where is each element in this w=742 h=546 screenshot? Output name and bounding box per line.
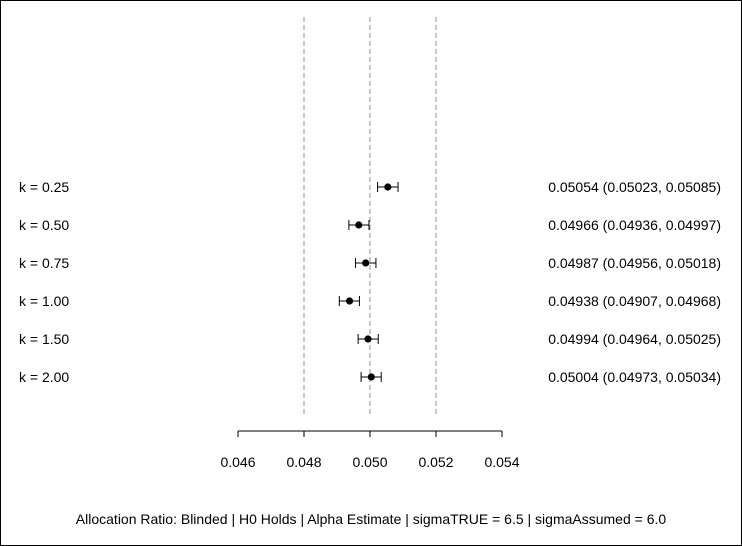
- point-estimate: [362, 259, 370, 267]
- row-label: k = 1.00: [19, 293, 69, 309]
- x-tick-label: 0.050: [352, 454, 387, 470]
- x-axis-ticks: 0.046 0.048 0.050 0.052 0.054: [220, 431, 520, 470]
- forest-rows: k = 0.25 0.05054 (0.05023, 0.05085)k = 0.…: [19, 179, 721, 385]
- forest-row: k = 0.50 0.04966 (0.04936, 0.04997): [19, 217, 721, 233]
- row-label: k = 0.50: [19, 217, 69, 233]
- point-estimate: [355, 221, 363, 229]
- forest-row: k = 1.00 0.04938 (0.04907, 0.04968): [19, 293, 721, 309]
- ci-text: 0.04994 (0.04964, 0.05025): [548, 331, 721, 347]
- ci-text: 0.04966 (0.04936, 0.04997): [548, 217, 721, 233]
- point-estimate: [384, 183, 392, 191]
- point-estimate: [345, 297, 354, 305]
- forest-row: k = 0.25 0.05054 (0.05023, 0.05085): [19, 179, 721, 195]
- row-label: k = 2.00: [19, 369, 69, 385]
- point-estimate: [364, 335, 372, 343]
- x-tick-label: 0.048: [286, 454, 321, 470]
- x-tick-label: 0.052: [418, 454, 453, 470]
- forest-row: k = 2.00 0.05004 (0.04973, 0.05034): [19, 369, 721, 385]
- x-axis: 0.046 0.048 0.050 0.052 0.054: [220, 430, 520, 470]
- row-label: k = 0.25: [19, 179, 69, 195]
- ci-text: 0.04938 (0.04907, 0.04968): [548, 293, 721, 309]
- forest-row: k = 1.50 0.04994 (0.04964, 0.05025): [19, 331, 721, 347]
- forest-row: k = 0.75 0.04987 (0.04956, 0.05018): [19, 255, 721, 271]
- ci-text: 0.04987 (0.04956, 0.05018): [548, 255, 721, 271]
- row-label: k = 0.75: [19, 255, 69, 271]
- point-estimate: [367, 373, 375, 381]
- row-label: k = 1.50: [19, 331, 69, 347]
- reference-lines: [303, 17, 437, 416]
- x-tick-label: 0.046: [220, 454, 255, 470]
- chart-caption: Allocation Ratio: Blinded | H0 Holds | A…: [76, 511, 667, 527]
- x-tick-label: 0.054: [484, 454, 519, 470]
- ci-text: 0.05004 (0.04973, 0.05034): [548, 369, 721, 385]
- ci-text: 0.05054 (0.05023, 0.05085): [548, 179, 721, 195]
